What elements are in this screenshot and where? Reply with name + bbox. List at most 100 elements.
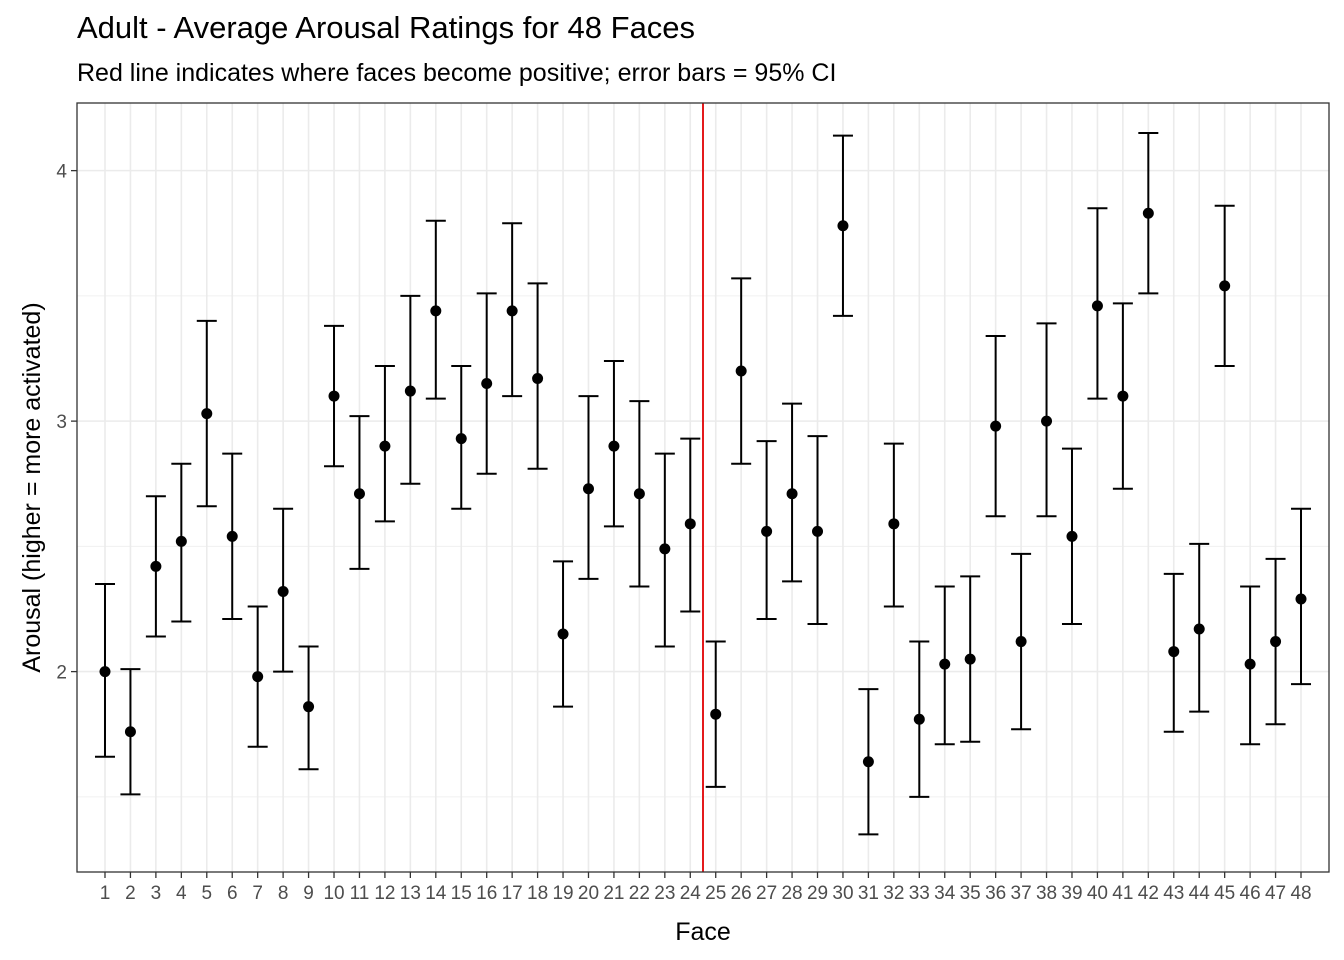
mean-point xyxy=(786,488,798,500)
data-point-face-12 xyxy=(374,365,395,523)
chart-title: Adult - Average Arousal Ratings for 48 F… xyxy=(77,10,696,45)
data-point-face-19 xyxy=(553,560,574,708)
x-tick-label: 17 xyxy=(502,883,523,904)
data-point-face-5 xyxy=(196,319,217,508)
data-point-face-25 xyxy=(705,640,726,788)
data-point-face-44 xyxy=(1189,542,1210,713)
mean-point xyxy=(964,653,976,665)
mean-point xyxy=(430,305,442,317)
x-tick-label: 25 xyxy=(705,883,726,904)
y-axis-title: Arousal (higher = more activated) xyxy=(18,302,46,672)
x-tick-label: 24 xyxy=(680,883,702,904)
mean-point xyxy=(1270,636,1282,648)
data-point-face-42 xyxy=(1138,132,1159,295)
data-point-face-13 xyxy=(400,294,421,485)
data-point-face-11 xyxy=(349,415,370,570)
mean-point xyxy=(404,385,416,397)
x-tick-label: 4 xyxy=(176,883,187,904)
mean-point xyxy=(735,365,747,377)
mean-point xyxy=(862,756,874,768)
data-points xyxy=(94,103,1312,872)
x-tick-label: 21 xyxy=(603,883,624,904)
mean-point xyxy=(1295,593,1307,605)
x-tick-label: 16 xyxy=(476,883,497,904)
y-tick-label: 3 xyxy=(56,412,67,433)
data-point-face-35 xyxy=(960,575,981,743)
x-tick-label: 12 xyxy=(374,883,395,904)
x-tick-label: 35 xyxy=(960,883,981,904)
data-point-face-16 xyxy=(476,292,497,475)
data-point-face-8 xyxy=(273,507,294,673)
data-point-face-23 xyxy=(654,452,675,648)
data-point-face-48 xyxy=(1291,507,1312,686)
mean-point xyxy=(353,488,365,500)
mean-point xyxy=(506,305,518,317)
x-tick-label: 8 xyxy=(278,883,289,904)
data-point-face-37 xyxy=(1011,552,1032,731)
data-point-face-27 xyxy=(756,440,777,621)
x-tick-label: 22 xyxy=(629,883,650,904)
data-point-face-26 xyxy=(731,277,752,465)
x-tick-label: 9 xyxy=(303,883,314,904)
data-point-face-4 xyxy=(171,462,192,623)
mean-point xyxy=(201,408,213,420)
x-tick-label: 43 xyxy=(1163,883,1184,904)
mean-point xyxy=(990,420,1002,432)
data-point-face-29 xyxy=(807,435,828,626)
chart-subtitle: Red line indicates where faces become po… xyxy=(77,59,837,87)
x-tick-label: 37 xyxy=(1011,883,1032,904)
mean-point xyxy=(1193,623,1205,635)
data-point-face-31 xyxy=(858,688,879,836)
mean-point xyxy=(532,373,544,385)
mean-point xyxy=(913,713,925,725)
x-tick-label: 47 xyxy=(1265,883,1286,904)
mean-point xyxy=(455,433,467,445)
mean-point xyxy=(1142,207,1154,219)
mean-point xyxy=(1168,646,1180,658)
x-tick-label: 48 xyxy=(1290,883,1311,904)
x-tick-label: 14 xyxy=(425,883,447,904)
x-tick-label: 11 xyxy=(350,883,370,904)
mean-point xyxy=(837,220,849,232)
x-tick-label: 38 xyxy=(1036,883,1057,904)
mean-point xyxy=(608,440,620,452)
x-tick-label: 20 xyxy=(578,883,599,904)
x-tick-label: 26 xyxy=(731,883,752,904)
data-point-face-34 xyxy=(934,585,955,746)
mean-point xyxy=(582,483,594,495)
data-point-face-21 xyxy=(603,360,624,528)
data-point-face-33 xyxy=(909,640,930,798)
data-point-face-10 xyxy=(324,324,345,468)
data-point-face-2 xyxy=(120,668,141,796)
mean-point xyxy=(761,525,773,537)
x-tick-label: 31 xyxy=(858,883,879,904)
mean-point xyxy=(557,628,569,640)
x-axis-title: Face xyxy=(675,918,731,946)
data-point-face-40 xyxy=(1087,207,1108,400)
data-point-face-7 xyxy=(247,605,268,748)
y-tick-label: 2 xyxy=(56,663,67,684)
x-tick-label: 34 xyxy=(934,883,956,904)
x-tick-label: 7 xyxy=(252,883,263,904)
x-tick-label: 33 xyxy=(909,883,930,904)
x-tick-label: 29 xyxy=(807,883,828,904)
x-tick-label: 46 xyxy=(1240,883,1261,904)
data-point-face-38 xyxy=(1036,322,1057,518)
x-tick-label: 19 xyxy=(552,883,573,904)
mean-point xyxy=(1066,530,1078,542)
data-point-face-6 xyxy=(222,452,243,621)
data-point-face-24 xyxy=(680,437,701,613)
x-tick-label: 2 xyxy=(125,883,136,904)
mean-point xyxy=(1091,300,1103,312)
x-tick-label: 28 xyxy=(781,883,802,904)
mean-point xyxy=(379,440,391,452)
mean-point xyxy=(481,378,493,390)
mean-point xyxy=(1117,390,1129,402)
data-point-face-22 xyxy=(629,400,650,588)
mean-point xyxy=(1015,636,1027,648)
mean-point xyxy=(226,530,238,542)
mean-point xyxy=(277,585,289,597)
data-point-face-28 xyxy=(782,402,803,583)
x-tick-label: 23 xyxy=(654,883,675,904)
